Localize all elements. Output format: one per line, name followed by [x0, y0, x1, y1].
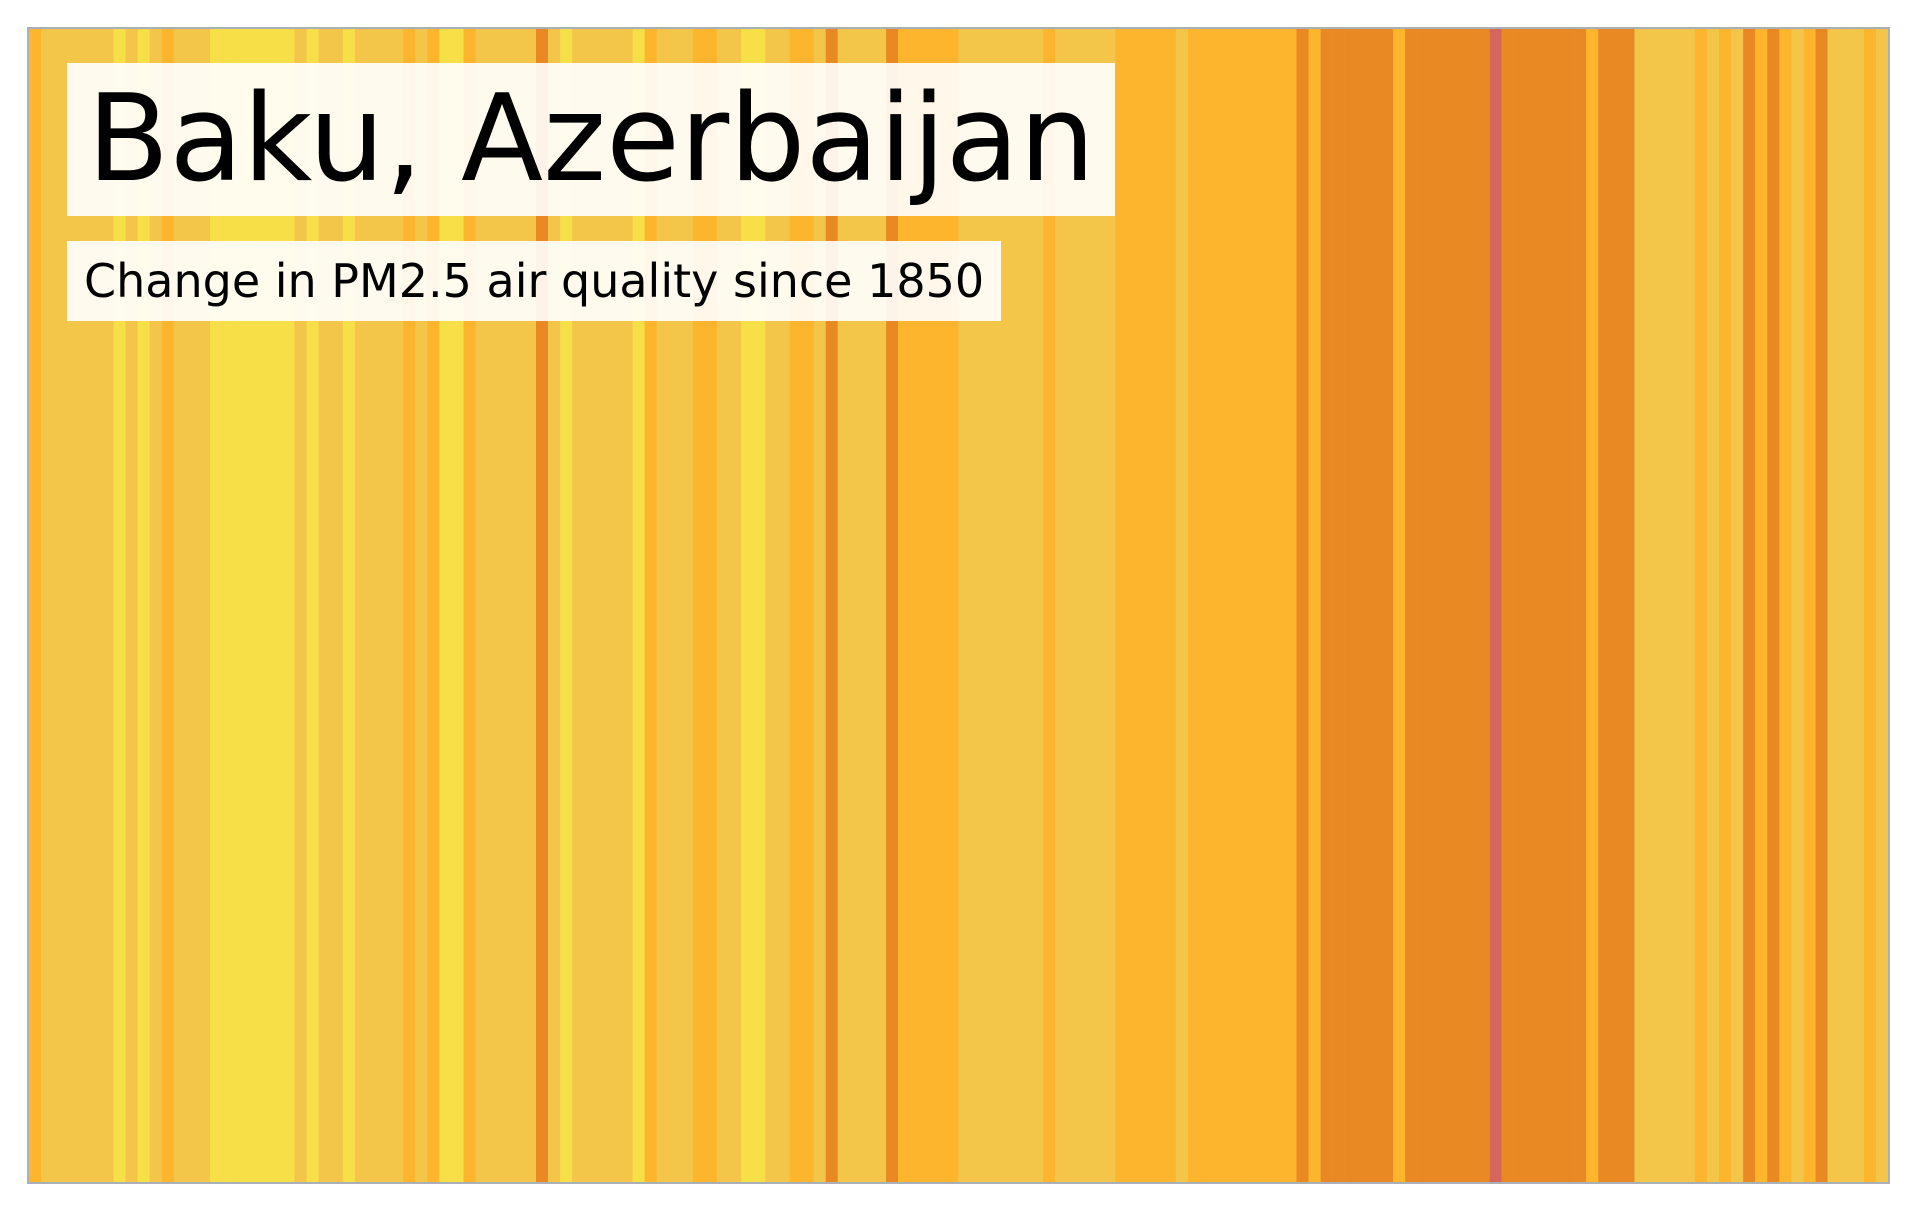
stripe-1966: [1429, 29, 1442, 1182]
stripe-1973: [1513, 29, 1526, 1182]
stripe-1937: [1079, 29, 1092, 1182]
stripe-1963: [1393, 29, 1406, 1182]
stripe-1960: [1356, 29, 1370, 1182]
stripe-1981: [1610, 29, 1623, 1182]
stripe-1958: [1332, 29, 1345, 1182]
stripe-1961: [1368, 29, 1382, 1182]
stripe-1955: [1296, 29, 1309, 1182]
stripe-1985: [1658, 29, 1671, 1182]
stripe-1939: [1103, 29, 1116, 1182]
stripe-1931: [1006, 29, 1019, 1182]
stripe-1990: [1719, 29, 1732, 1182]
stripe-1975: [1537, 29, 1551, 1182]
stripe-1950: [1236, 29, 1249, 1182]
stripe-1972: [1501, 29, 1514, 1182]
stripe-1945: [1175, 29, 1188, 1182]
stripe-1991: [1731, 29, 1744, 1182]
stripe-1982: [1622, 29, 1635, 1182]
stripe-1949: [1224, 29, 1237, 1182]
stripe-1979: [1586, 29, 1599, 1182]
stripe-1971: [1489, 29, 1502, 1182]
stripe-1852: [53, 29, 66, 1182]
stripe-1983: [1634, 29, 1647, 1182]
stripe-1948: [1211, 29, 1225, 1182]
stripe-1957: [1320, 29, 1333, 1182]
stripe-1851: [41, 29, 54, 1182]
stripe-1997: [1803, 29, 1816, 1182]
stripe-1944: [1163, 29, 1176, 1182]
stripe-1938: [1091, 29, 1104, 1182]
stripe-1959: [1344, 29, 1357, 1182]
stripe-1943: [1151, 29, 1164, 1182]
stripe-1951: [1248, 29, 1261, 1182]
stripe-1970: [1477, 29, 1490, 1182]
stripe-1850: [29, 29, 42, 1182]
stripe-1977: [1562, 29, 1575, 1182]
stripe-1986: [1670, 29, 1683, 1182]
stripe-1956: [1308, 29, 1321, 1182]
stripe-1968: [1453, 29, 1466, 1182]
stripe-1995: [1779, 29, 1792, 1182]
stripe-1974: [1525, 29, 1539, 1182]
stripe-1942: [1139, 29, 1152, 1182]
stripe-1999: [1827, 29, 1840, 1182]
stripe-1984: [1646, 29, 1659, 1182]
stripe-1992: [1743, 29, 1756, 1182]
stripe-2002: [1863, 29, 1877, 1182]
stripe-1941: [1127, 29, 1140, 1182]
stripe-1935: [1055, 29, 1068, 1182]
stripe-1976: [1550, 29, 1563, 1182]
stripe-1993: [1755, 29, 1768, 1182]
stripe-1932: [1018, 29, 1032, 1182]
subtitle-box: Change in PM2.5 air quality since 1850: [67, 241, 1002, 321]
stripe-1934: [1043, 29, 1056, 1182]
stripe-1965: [1417, 29, 1430, 1182]
stripe-1940: [1115, 29, 1128, 1182]
stripe-1953: [1272, 29, 1285, 1182]
title-box: Baku, Azerbaijan: [67, 63, 1116, 216]
stripe-2003: [1875, 29, 1888, 1182]
stripe-1933: [1030, 29, 1044, 1182]
chart-subtitle: Change in PM2.5 air quality since 1850: [84, 254, 985, 308]
stripe-1978: [1574, 29, 1587, 1182]
stripe-1962: [1381, 29, 1394, 1182]
stripe-1952: [1260, 29, 1273, 1182]
stripe-2000: [1839, 29, 1852, 1182]
stripe-1964: [1405, 29, 1418, 1182]
stripe-1989: [1706, 29, 1720, 1182]
stripe-1996: [1791, 29, 1804, 1182]
stripe-1987: [1682, 29, 1695, 1182]
stripe-1954: [1284, 29, 1297, 1182]
chart-title: Baku, Azerbaijan: [87, 69, 1096, 209]
stripe-1998: [1815, 29, 1828, 1182]
stripe-1969: [1465, 29, 1478, 1182]
stripe-1946: [1187, 29, 1201, 1182]
stripe-1988: [1694, 29, 1708, 1182]
stripe-2001: [1851, 29, 1864, 1182]
stripe-1936: [1067, 29, 1080, 1182]
stripe-1967: [1441, 29, 1454, 1182]
stripe-1947: [1199, 29, 1213, 1182]
stripe-1980: [1598, 29, 1611, 1182]
stripe-1994: [1767, 29, 1780, 1182]
